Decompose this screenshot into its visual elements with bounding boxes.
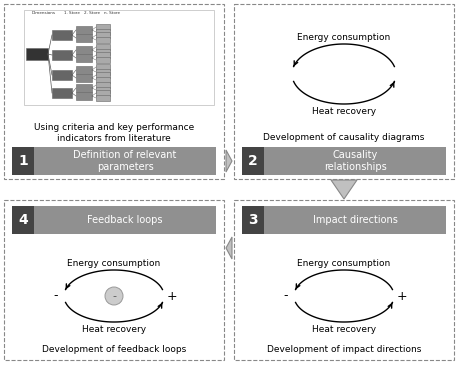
Bar: [96, 82, 110, 88]
Bar: [76, 92, 92, 100]
Text: Development of causality diagrams: Development of causality diagrams: [263, 132, 425, 142]
Text: Feedback loops: Feedback loops: [87, 215, 163, 225]
Polygon shape: [331, 180, 357, 199]
Bar: [242, 147, 264, 175]
Bar: [242, 206, 446, 234]
Circle shape: [105, 287, 123, 305]
Text: Heat recovery: Heat recovery: [312, 106, 376, 116]
Bar: [24, 10, 214, 105]
Text: +: +: [396, 290, 408, 302]
Bar: [96, 44, 110, 50]
Text: 2: 2: [248, 154, 258, 168]
Bar: [4, 4, 224, 179]
Bar: [12, 147, 216, 175]
Text: 2. Store: 2. Store: [84, 11, 100, 15]
Bar: [52, 50, 72, 60]
Bar: [76, 46, 92, 54]
Text: Causality
relationships: Causality relationships: [324, 150, 386, 172]
Text: 1. Store: 1. Store: [64, 11, 80, 15]
Bar: [96, 69, 110, 75]
Bar: [242, 206, 264, 234]
Bar: [96, 24, 110, 30]
Bar: [242, 147, 446, 175]
Text: n. Store: n. Store: [104, 11, 120, 15]
Text: -: -: [112, 291, 116, 301]
Bar: [96, 49, 110, 55]
Text: +: +: [167, 290, 177, 302]
Polygon shape: [226, 150, 232, 172]
Text: 4: 4: [18, 213, 28, 227]
Text: Energy consumption: Energy consumption: [297, 258, 390, 268]
Text: Development of feedback loops: Development of feedback loops: [42, 345, 186, 355]
Bar: [96, 95, 110, 101]
Bar: [234, 4, 454, 179]
Bar: [96, 90, 110, 96]
Bar: [76, 34, 92, 42]
Bar: [76, 26, 92, 34]
Bar: [96, 87, 110, 93]
Bar: [52, 30, 72, 40]
Polygon shape: [226, 237, 232, 259]
Bar: [12, 206, 216, 234]
Text: Definition of relevant
parameters: Definition of relevant parameters: [73, 150, 177, 172]
Bar: [76, 66, 92, 74]
Bar: [76, 74, 92, 82]
Text: -: -: [284, 290, 288, 302]
Text: Using criteria and key performance
indicators from literature: Using criteria and key performance indic…: [34, 123, 194, 143]
Bar: [52, 70, 72, 80]
Bar: [96, 72, 110, 78]
Text: Energy consumption: Energy consumption: [297, 33, 390, 41]
Bar: [12, 206, 34, 234]
Bar: [12, 147, 34, 175]
Bar: [52, 88, 72, 98]
Bar: [96, 57, 110, 63]
Text: Development of impact directions: Development of impact directions: [267, 345, 421, 355]
Bar: [96, 52, 110, 58]
Bar: [234, 200, 454, 360]
Text: Impact directions: Impact directions: [313, 215, 397, 225]
Bar: [96, 77, 110, 83]
Bar: [26, 48, 48, 60]
Text: -: -: [54, 290, 58, 302]
Bar: [96, 37, 110, 43]
Bar: [96, 64, 110, 70]
Bar: [76, 84, 92, 92]
Text: Energy consumption: Energy consumption: [67, 258, 160, 268]
Text: 3: 3: [248, 213, 258, 227]
Bar: [4, 200, 224, 360]
Text: 1: 1: [18, 154, 28, 168]
Text: Heat recovery: Heat recovery: [82, 324, 146, 334]
Bar: [96, 32, 110, 38]
Text: Heat recovery: Heat recovery: [312, 324, 376, 334]
Text: Dimensions: Dimensions: [32, 11, 56, 15]
Bar: [76, 54, 92, 62]
Bar: [96, 29, 110, 35]
